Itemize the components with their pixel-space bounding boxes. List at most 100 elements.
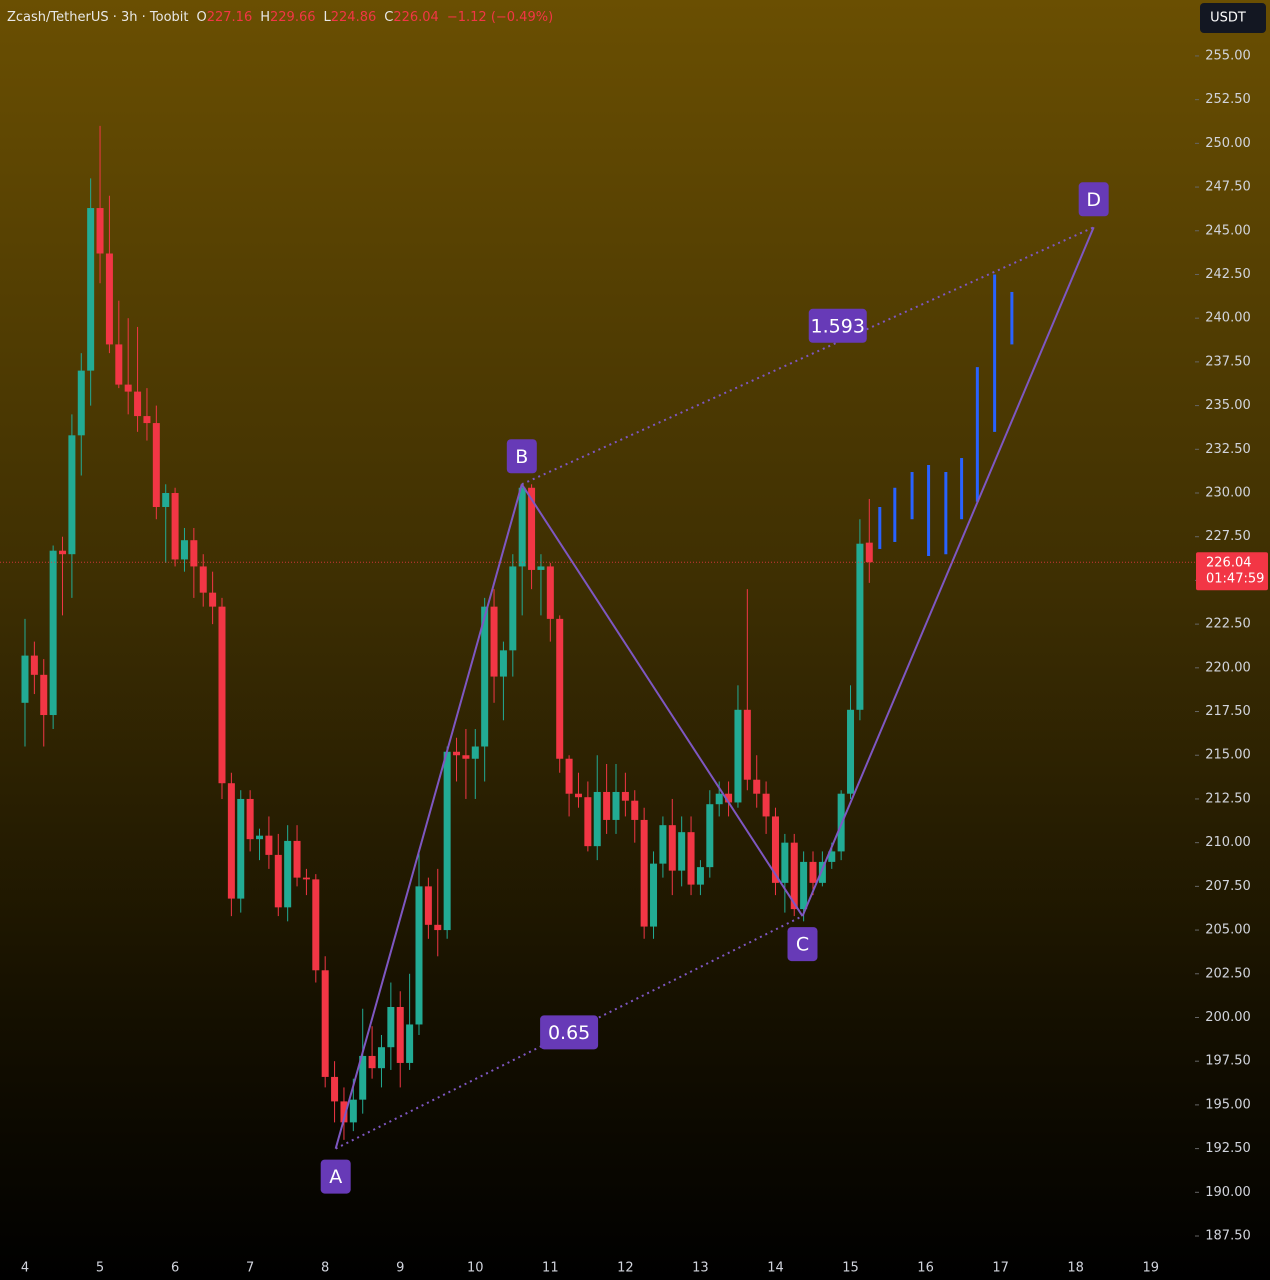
- last-price-label: 226.04: [1206, 556, 1252, 571]
- candle-body: [143, 416, 151, 424]
- label-box: [1078, 182, 1109, 217]
- ohlc-value: 229.66: [270, 10, 316, 25]
- y-tick-label: 250.00: [1205, 136, 1251, 151]
- y-tick-label: 255.00: [1205, 48, 1251, 63]
- pattern-leg: [801, 226, 1095, 917]
- candle-body: [246, 798, 254, 840]
- candle-body: [828, 851, 836, 862]
- candle-body: [865, 542, 873, 563]
- candle-body: [180, 540, 188, 560]
- x-tick-label: 6: [171, 1261, 179, 1276]
- candle-body: [77, 370, 85, 436]
- candle-body: [21, 655, 29, 703]
- candle-body: [593, 791, 601, 847]
- candle-body: [725, 793, 733, 803]
- candle-body: [368, 1055, 376, 1069]
- x-tick-label: 19: [1142, 1261, 1159, 1276]
- candle-body: [631, 800, 639, 820]
- candle-body: [434, 924, 442, 931]
- y-tick-label: 212.50: [1205, 791, 1251, 806]
- candle-body: [274, 854, 282, 908]
- candle-body: [396, 1006, 404, 1063]
- ohlc-value: 224.86: [331, 10, 377, 25]
- pattern-label: 1.593: [811, 315, 865, 337]
- y-tick-label: 227.50: [1205, 529, 1251, 544]
- candle-body: [171, 493, 179, 560]
- candle-body: [706, 804, 714, 868]
- x-tick-label: 7: [246, 1261, 254, 1276]
- candle-body: [715, 793, 723, 805]
- candle-body: [612, 791, 620, 820]
- candle-body: [743, 709, 751, 780]
- candle-body: [528, 487, 536, 570]
- candle-body: [556, 618, 564, 759]
- pattern-label: B: [515, 446, 528, 468]
- pattern-ratio-line: [521, 226, 1095, 486]
- y-tick-label: 232.50: [1205, 442, 1251, 457]
- candle-body: [87, 208, 95, 371]
- candle-body: [162, 493, 170, 507]
- candle-body: [49, 550, 57, 716]
- y-tick-label: 197.50: [1205, 1054, 1251, 1069]
- y-tick-label: 202.50: [1205, 966, 1251, 981]
- y-tick-label: 190.00: [1205, 1185, 1251, 1200]
- y-tick-label: 205.00: [1205, 923, 1251, 938]
- candle-body: [537, 566, 545, 570]
- label-box: [787, 927, 818, 962]
- pattern-leg: [520, 483, 804, 917]
- candle-body: [650, 863, 658, 927]
- candle-body: [762, 793, 770, 817]
- ohlc-letter: C: [384, 10, 393, 25]
- label-box: [540, 1015, 599, 1050]
- y-tick-label: 192.50: [1205, 1141, 1251, 1156]
- candle-body: [415, 886, 423, 1025]
- candle-body: [509, 566, 517, 651]
- x-tick-label: 8: [321, 1261, 329, 1276]
- candle-body: [847, 709, 855, 794]
- candle-body: [424, 886, 432, 925]
- x-tick-label: 13: [692, 1261, 709, 1276]
- candle-body: [68, 435, 76, 555]
- candle-body: [321, 970, 329, 1077]
- y-tick-label: 235.00: [1205, 398, 1251, 413]
- y-tick-label: 242.50: [1205, 267, 1251, 282]
- candle-body: [105, 253, 113, 345]
- candle-body: [499, 650, 507, 677]
- candle-body: [115, 344, 123, 385]
- candle-body: [377, 1047, 385, 1069]
- x-tick-label: 4: [21, 1261, 29, 1276]
- candle-body: [659, 825, 667, 864]
- y-tick-label: 240.00: [1205, 311, 1251, 326]
- y-tick-label: 220.00: [1205, 660, 1251, 675]
- candle-body: [40, 674, 48, 716]
- candle-body: [471, 746, 479, 759]
- y-tick-label: 217.50: [1205, 704, 1251, 719]
- x-tick-label: 16: [917, 1261, 934, 1276]
- x-tick-label: 11: [542, 1261, 559, 1276]
- candle-body: [265, 835, 273, 855]
- candle-body: [546, 566, 554, 619]
- candle-body: [30, 655, 38, 675]
- candle-body: [443, 751, 451, 931]
- y-tick-label: 237.50: [1205, 354, 1251, 369]
- y-tick-label: 252.50: [1205, 92, 1251, 107]
- candle-body: [856, 543, 864, 710]
- ohlc-letter: H: [260, 10, 270, 25]
- x-tick-label: 18: [1067, 1261, 1084, 1276]
- y-tick-label: 245.00: [1205, 223, 1251, 238]
- y-tick-label: 222.50: [1205, 617, 1251, 632]
- ohlc-letter: O: [197, 10, 207, 25]
- label-box: [320, 1159, 351, 1194]
- label-box: [506, 439, 537, 474]
- currency-badge: [1200, 3, 1266, 33]
- label-box: [808, 308, 867, 343]
- x-tick-label: 10: [467, 1261, 484, 1276]
- candle-body: [190, 540, 198, 567]
- candle-body: [809, 861, 817, 883]
- candle-body: [800, 861, 808, 910]
- ohlc-letter: L: [324, 10, 332, 25]
- candle-body: [387, 1006, 395, 1048]
- candle-body: [490, 606, 498, 677]
- candle-body: [312, 879, 320, 971]
